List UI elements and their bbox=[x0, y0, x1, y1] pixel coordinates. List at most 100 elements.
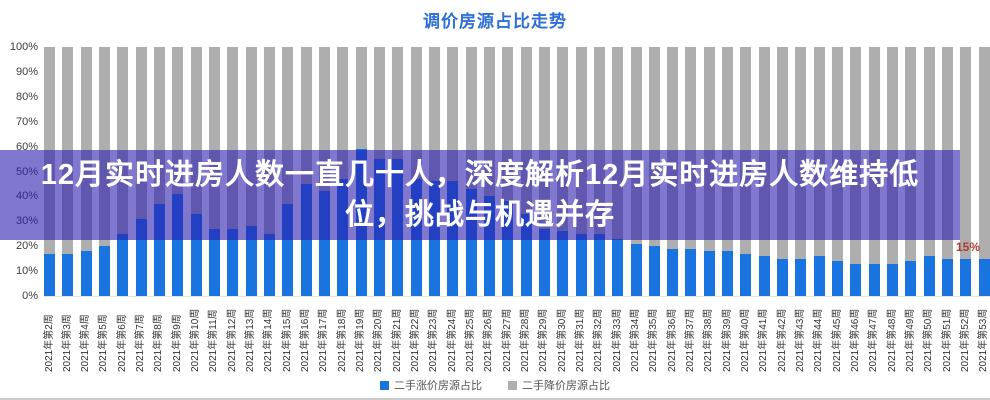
bar-segment-price-down bbox=[263, 47, 275, 234]
x-tick-label: 2021年第26周 bbox=[483, 308, 495, 372]
x-tick-label: 2021年第39周 bbox=[721, 308, 733, 372]
bar-segment-price-down bbox=[428, 47, 440, 182]
x-tick-label: 2021年第7周 bbox=[135, 314, 147, 372]
bar-segment-price-down bbox=[318, 47, 330, 192]
x-tick-label: 2021年第48周 bbox=[886, 308, 898, 372]
bar-segment-price-up bbox=[44, 253, 55, 296]
x-tick-label: 2021年第50周 bbox=[923, 308, 935, 372]
x-tick-label: 2021年第11周 bbox=[208, 309, 220, 372]
stacked-bar bbox=[575, 47, 587, 296]
x-tick: 2021年第28周 bbox=[520, 301, 532, 373]
bar-segment-price-up bbox=[777, 258, 789, 296]
x-tick: 2021年第42周 bbox=[777, 301, 788, 373]
bar-segment-price-up bbox=[648, 246, 660, 296]
bar-segment-price-down bbox=[190, 47, 202, 214]
bar-segment-price-up bbox=[465, 188, 477, 296]
stacked-bar bbox=[630, 47, 642, 296]
bar-segment-price-down bbox=[227, 47, 239, 229]
bar-segment-price-up bbox=[887, 263, 899, 296]
stacked-bar bbox=[190, 47, 202, 296]
stacked-bar bbox=[483, 47, 495, 296]
x-tick-label: 2021年第18周 bbox=[336, 308, 348, 372]
legend-swatch-price-down bbox=[508, 380, 517, 390]
x-tick-label: 2021年第36周 bbox=[666, 308, 678, 372]
bar-segment-price-up bbox=[318, 191, 330, 296]
bar-segment-price-up bbox=[795, 258, 807, 296]
x-tick: 2021年第48周 bbox=[887, 301, 898, 373]
bar-segment-price-up bbox=[208, 228, 220, 296]
x-tick: 2021年第12周 bbox=[227, 301, 238, 373]
bar-segment-price-down bbox=[410, 47, 422, 179]
stacked-bar bbox=[648, 47, 660, 296]
x-tick: 2021年第4周 bbox=[80, 301, 92, 373]
legend-item-price-up: 二手涨价房源占比 bbox=[380, 377, 482, 393]
bar-segment-price-down bbox=[465, 47, 477, 189]
bar-segment-price-up bbox=[483, 196, 495, 296]
x-tick-label: 2021年第20周 bbox=[373, 308, 385, 372]
x-tick-label: 2021年第14周 bbox=[263, 308, 275, 372]
headline-overlay: 12月实时进房人数一直几十人，深度解析12月实时进房人数维持低 位，挑战与机遇并… bbox=[0, 150, 960, 240]
bar-segment-price-down bbox=[245, 47, 257, 227]
chart-legend: 二手涨价房源占比 二手降价房源占比 bbox=[0, 377, 990, 393]
x-tick-label: 2021年第47周 bbox=[868, 308, 880, 372]
x-tick: 2021年第29周 bbox=[538, 301, 550, 373]
bar-segment-price-down bbox=[685, 47, 697, 249]
x-tick: 2021年第11周 bbox=[208, 301, 220, 373]
y-tick-label: 80% bbox=[15, 90, 38, 103]
bar-segment-price-up bbox=[685, 248, 697, 296]
bar-segment-price-down bbox=[978, 47, 990, 259]
stacked-bar bbox=[978, 47, 990, 296]
x-tick-label: 2021年第42周 bbox=[776, 308, 788, 372]
bar-segment-price-down bbox=[648, 47, 660, 247]
bar-segment-price-down bbox=[612, 47, 624, 239]
stacked-bar bbox=[612, 47, 624, 296]
bar-segment-price-up bbox=[227, 228, 239, 296]
bar-segment-price-down bbox=[538, 47, 550, 229]
bar-segment-price-down bbox=[153, 47, 165, 204]
stacked-bar bbox=[117, 47, 129, 296]
bar-segment-price-up bbox=[758, 256, 770, 296]
bar-segment-price-up bbox=[557, 231, 569, 296]
x-tick: 2021年第39周 bbox=[722, 301, 733, 373]
bar-segment-price-up bbox=[282, 203, 294, 296]
bar-segment-price-down bbox=[208, 47, 220, 229]
bar-segment-price-up bbox=[630, 243, 642, 296]
bar-segment-price-down bbox=[117, 47, 129, 234]
stacked-bar bbox=[960, 47, 972, 296]
y-tick-label: 0% bbox=[22, 290, 38, 302]
bar-segment-price-down bbox=[282, 47, 294, 204]
bar-segment-price-up bbox=[960, 258, 972, 296]
x-tick: 2021年第30周 bbox=[557, 301, 568, 373]
x-tick-label: 2021年第53周 bbox=[978, 308, 990, 372]
x-tick-label: 2021年第46周 bbox=[849, 308, 861, 372]
x-tick: 2021年第7周 bbox=[135, 301, 147, 373]
x-tick-label: 2021年第34周 bbox=[630, 308, 641, 372]
headline-line-2: 位，挑战与机遇并存 bbox=[344, 199, 615, 231]
stacked-bar bbox=[172, 47, 184, 296]
x-tick: 2021年第15周 bbox=[282, 301, 293, 373]
x-tick-label: 2021年第28周 bbox=[520, 308, 532, 372]
stacked-bar bbox=[557, 47, 569, 296]
stacked-bar bbox=[245, 47, 257, 296]
bar-segment-price-up bbox=[117, 233, 129, 296]
x-tick-label: 2021年第49周 bbox=[904, 308, 916, 372]
x-tick: 2021年第21周 bbox=[392, 301, 403, 373]
bar-segment-price-up bbox=[190, 213, 202, 296]
x-tick-label: 2021年第17周 bbox=[318, 308, 330, 372]
x-tick-label: 2021年第8周 bbox=[153, 314, 165, 372]
x-tick: 2021年第25周 bbox=[465, 301, 477, 373]
stacked-bar bbox=[153, 47, 165, 296]
x-tick: 2021年第50周 bbox=[923, 301, 935, 373]
bar-segment-price-down bbox=[98, 47, 110, 247]
chart-title: 调价房源占比走势 bbox=[423, 12, 567, 31]
x-tick-label: 2021年第6周 bbox=[116, 314, 128, 372]
x-tick: 2021年第23周 bbox=[428, 301, 440, 373]
x-tick-label: 2021年第5周 bbox=[98, 314, 110, 372]
bar-segment-price-up bbox=[153, 203, 165, 296]
bar-segment-price-up bbox=[740, 253, 752, 296]
bar-segment-price-up bbox=[575, 233, 587, 296]
x-tick: 2021年第20周 bbox=[373, 301, 385, 373]
bar-segment-price-down bbox=[337, 47, 349, 179]
x-tick: 2021年第49周 bbox=[905, 301, 916, 373]
bar-segment-price-down bbox=[392, 47, 404, 160]
